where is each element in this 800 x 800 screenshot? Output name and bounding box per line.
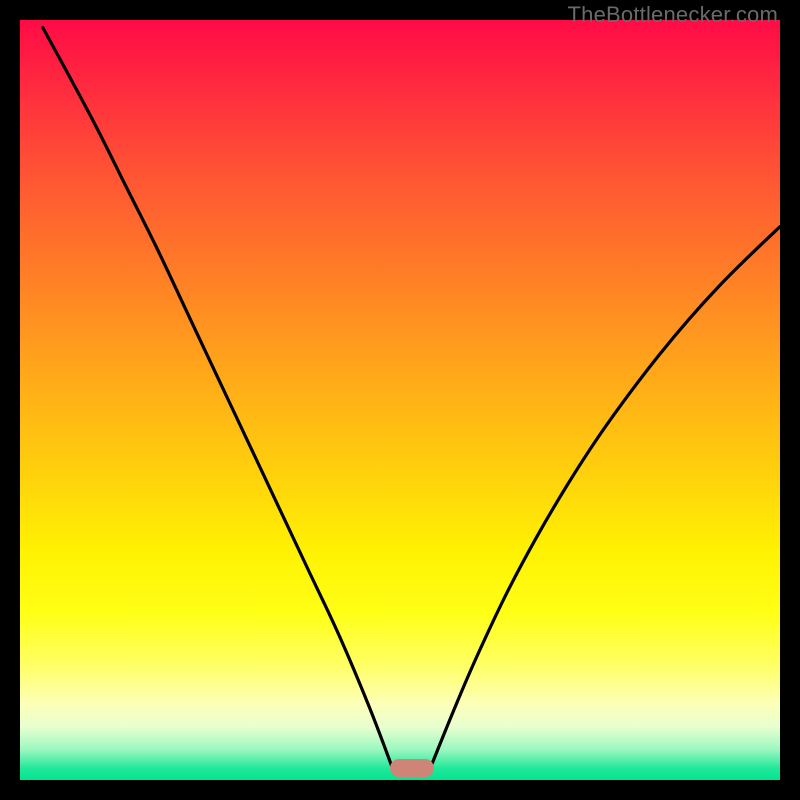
curve-right-branch [430, 227, 780, 768]
attribution-label: TheBottlenecker.com [568, 2, 778, 28]
chart-frame: TheBottlenecker.com [0, 0, 800, 800]
plot-area [20, 20, 780, 780]
curve-left-branch [43, 28, 393, 768]
bottleneck-curve [20, 20, 780, 780]
minimum-marker [390, 759, 434, 777]
